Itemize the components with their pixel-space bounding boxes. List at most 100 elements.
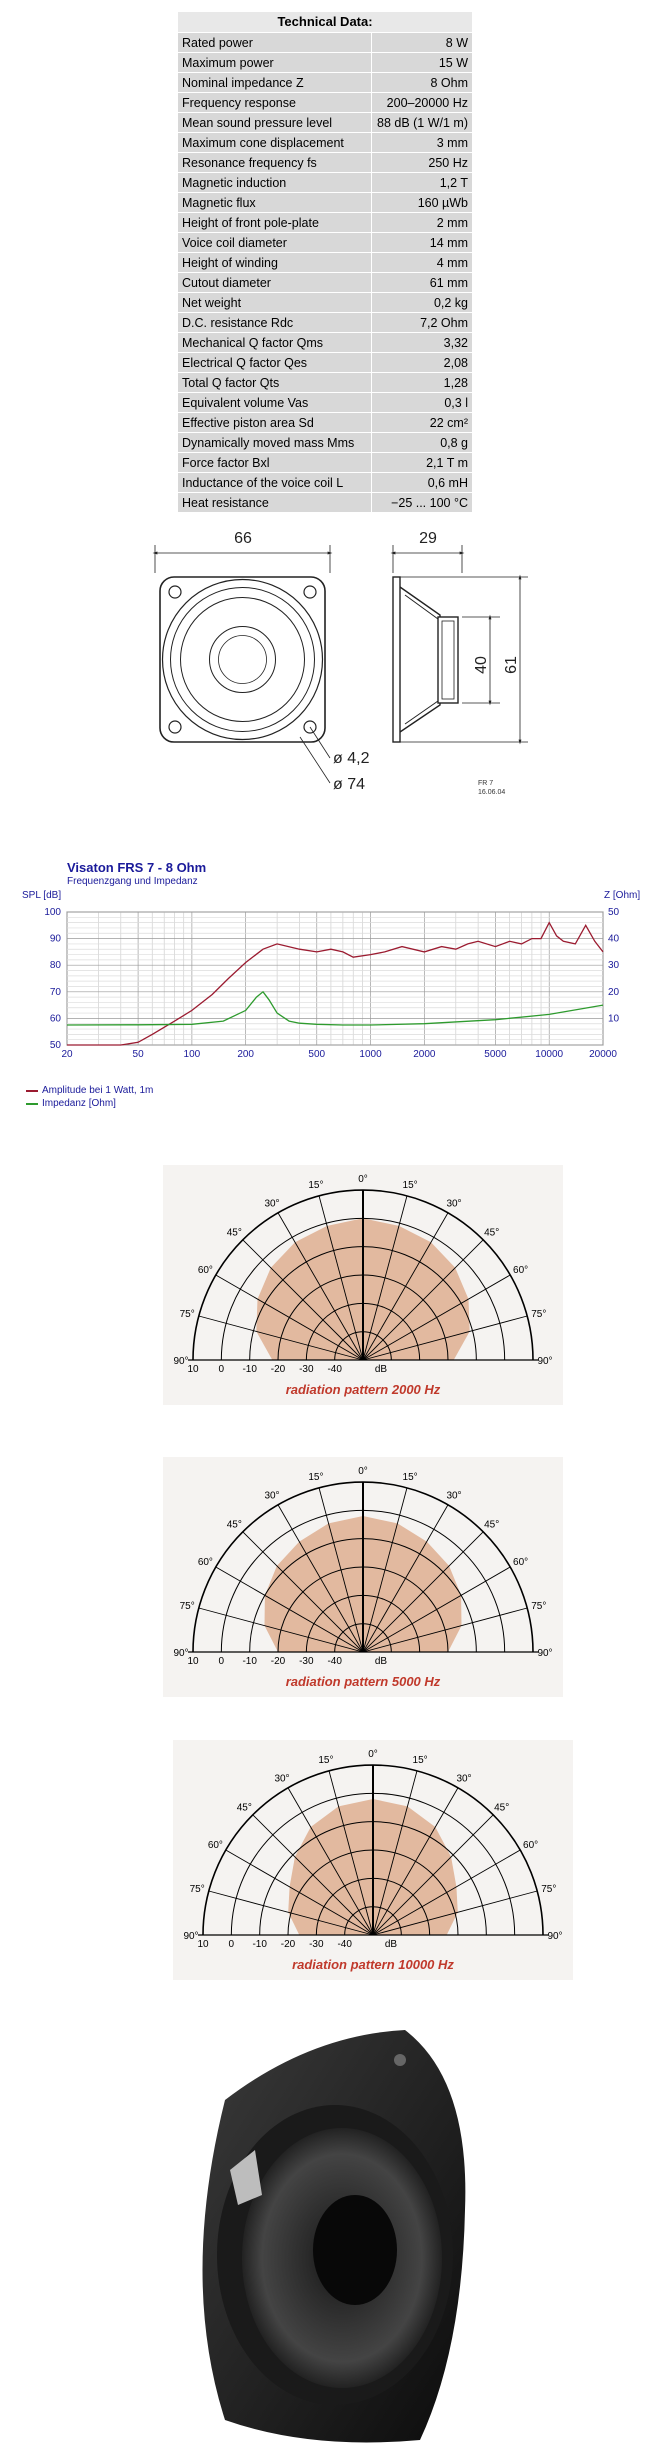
spec-row: Mean sound pressure level 88 dB (1 W/1 m) <box>178 112 472 133</box>
freq-chart-title: Visaton FRS 7 - 8 Ohm <box>67 860 207 875</box>
radial-label: -30 <box>299 1364 314 1375</box>
spec-row: Voice coil diameter 14 mm <box>178 232 472 253</box>
spec-label: Inductance of the voice coil L <box>178 472 372 493</box>
spec-row: Dynamically moved mass Mms 0,8 g <box>178 432 472 453</box>
spec-label: Electrical Q factor Qes <box>178 352 372 373</box>
spec-value: 160 µWb <box>371 192 472 213</box>
spec-row: Mechanical Q factor Qms 3,32 <box>178 332 472 353</box>
spec-row: Heat resistance −25 ... 100 °C <box>178 492 472 512</box>
spec-label: Maximum cone displacement <box>178 132 372 153</box>
angle-label: 60° <box>513 1557 528 1568</box>
polar-spoke <box>372 1787 459 1936</box>
x-tick-label: 20 <box>61 1049 73 1060</box>
angle-label: 90° <box>173 1648 188 1659</box>
x-tick-label: 200 <box>237 1049 254 1060</box>
polar-spoke <box>362 1487 408 1653</box>
front-view: 66 ø 4,2 ø 74 <box>152 530 370 793</box>
y2-tick-label: 30 <box>608 960 620 971</box>
spec-table: Technical Data: Rated power 8 W Maximum po… <box>178 12 472 512</box>
spec-label: Equivalent volume Vas <box>178 392 372 413</box>
polar-spoke <box>318 1487 364 1653</box>
spec-label: Maximum power <box>178 52 372 73</box>
angle-label: 45° <box>237 1802 252 1813</box>
y2-tick-label: 40 <box>608 934 620 945</box>
spec-label: Voice coil diameter <box>178 232 372 253</box>
angle-label: 45° <box>227 1519 242 1530</box>
angle-label: 15° <box>413 1755 428 1766</box>
spec-row: Inductance of the voice coil L 0,6 mH <box>178 472 472 493</box>
dimension-drawing: 66 ø 4,2 ø 74 29 40 61 FR 7 16.06 <box>152 530 528 796</box>
spec-value: 0,8 g <box>371 432 472 453</box>
spec-row: Height of winding 4 mm <box>178 252 472 273</box>
polar-spoke <box>208 1890 374 1936</box>
angle-label: 15° <box>308 1180 323 1191</box>
legend-impedance-swatch <box>26 1102 38 1105</box>
spec-value: 61 mm <box>371 272 472 293</box>
x-tick-label: 20000 <box>589 1049 617 1060</box>
angle-label: 90° <box>547 1931 562 1942</box>
spec-value: 0,3 l <box>371 392 472 413</box>
speaker-photo <box>202 2030 466 2443</box>
polar-caption: radiation pattern 10000 Hz <box>292 1957 454 1972</box>
spec-label: Resonance frequency fs <box>178 152 372 173</box>
spec-value: 0,2 kg <box>371 292 472 313</box>
spec-label: Force factor Bxl <box>178 452 372 473</box>
polar-spoke <box>362 1607 528 1653</box>
spec-row: Cutout diameter 61 mm <box>178 272 472 293</box>
polar-spoke <box>372 1814 494 1936</box>
freq-response-chart: 20 50 100 200 500 1000 2000 5000 10000 2000050607… <box>44 907 620 1060</box>
radial-unit-label: dB <box>375 1656 388 1667</box>
polar-spoke <box>362 1566 511 1653</box>
polar-spoke <box>362 1504 449 1653</box>
polar-chart-10000hz: 0°15° 15°30° 30°45° 45°60° 60°75° 75°90° 90°10… <box>173 1740 573 1980</box>
legend-spl-label: Amplitude bei 1 Watt, 1m <box>42 1085 154 1096</box>
drawing-date: 16.06.04 <box>478 789 505 796</box>
speaker-terminal <box>230 2150 262 2205</box>
spec-value: 3,32 <box>371 332 472 353</box>
radial-label: 0 <box>229 1939 235 1950</box>
polar-spoke <box>362 1239 484 1361</box>
polar-spoke <box>198 1607 364 1653</box>
spec-value: 200–20000 Hz <box>371 92 472 113</box>
inner-dimension-label: 40 <box>473 656 490 674</box>
angle-label: 45° <box>484 1227 499 1238</box>
spec-label: Mechanical Q factor Qms <box>178 332 372 353</box>
speaker-dustcap <box>313 2195 397 2305</box>
polar-spoke <box>215 1274 364 1361</box>
angle-label: 0° <box>358 1466 368 1477</box>
polar-spoke <box>198 1315 364 1361</box>
radial-label: 0 <box>219 1656 225 1667</box>
spec-row: Maximum cone displacement 3 mm <box>178 132 472 153</box>
spec-value: 2,1 T m <box>371 452 472 473</box>
polar-spoke <box>362 1531 484 1653</box>
spec-value: 2 mm <box>371 212 472 233</box>
spec-value: 2,08 <box>371 352 472 373</box>
angle-label: 90° <box>537 1648 552 1659</box>
polar-chart-5000hz: 0°15° 15°30° 30°45° 45°60° 60°75° 75°90° 90°10… <box>163 1457 563 1697</box>
spec-label: Effective piston area Sd <box>178 412 372 433</box>
radial-label: -10 <box>242 1656 257 1667</box>
angle-label: 60° <box>523 1840 538 1851</box>
radial-label: -40 <box>327 1364 342 1375</box>
polar-chart-2000hz: 0°15° 15°30° 30°45° 45°60° 60°75° 75°90° 90°10… <box>163 1165 563 1405</box>
y-tick-label: 100 <box>44 907 61 918</box>
spec-value: 7,2 Ohm <box>371 312 472 333</box>
drawing-code: FR 7 <box>478 780 493 787</box>
spec-table-grid: Rated power 8 W Maximum power 15 W Nominal i… <box>178 32 472 512</box>
hole-diameter-label: ø 4,2 <box>333 750 370 767</box>
spec-row: Force factor Bxl 2,1 T m <box>178 452 472 473</box>
y2-tick-label: 20 <box>608 987 620 998</box>
outer-diameter-label: ø 74 <box>333 776 365 793</box>
angle-label: 75° <box>541 1884 556 1895</box>
angle-label: 60° <box>513 1265 528 1276</box>
side-view: 29 40 61 FR 7 16.06.04 <box>390 530 528 796</box>
spec-value: −25 ... 100 °C <box>371 492 472 512</box>
spec-label: Magnetic flux <box>178 192 372 213</box>
radial-unit-label: dB <box>385 1939 398 1950</box>
angle-label: 60° <box>208 1840 223 1851</box>
angle-label: 30° <box>274 1773 289 1784</box>
angle-label: 15° <box>403 1472 418 1483</box>
angle-label: 0° <box>358 1174 368 1185</box>
legend-spl-swatch <box>26 1089 38 1092</box>
